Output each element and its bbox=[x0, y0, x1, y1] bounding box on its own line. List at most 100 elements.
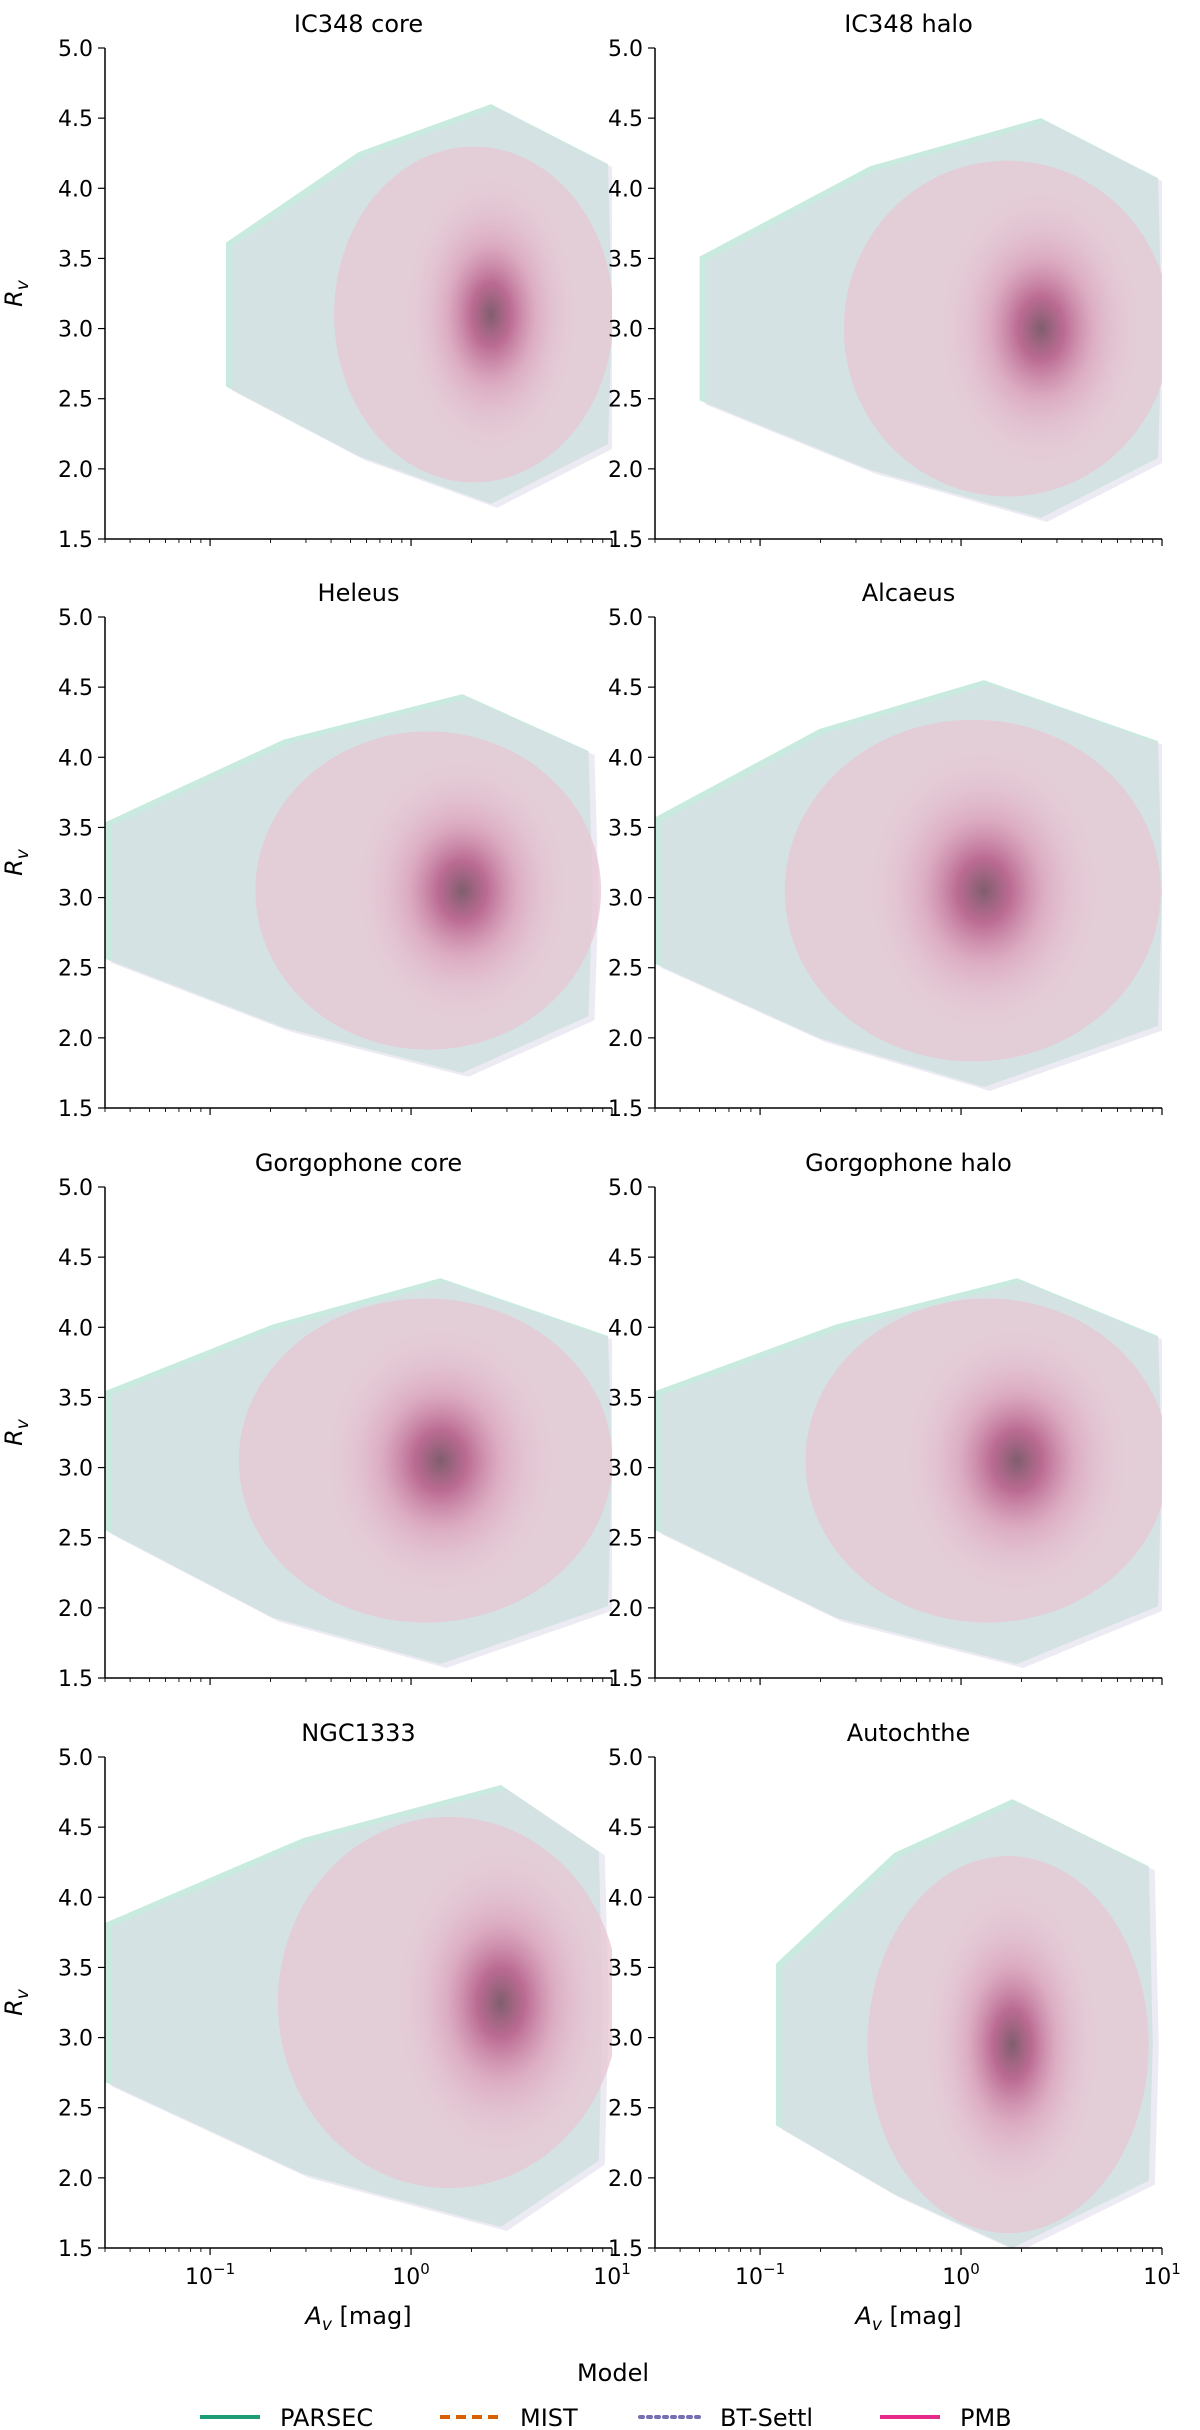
y-tick-label: 4.0 bbox=[608, 1316, 643, 1341]
y-tick-label: 3.5 bbox=[608, 816, 643, 841]
legend: Model PARSEC MIST BT-Settl PMB bbox=[200, 2359, 1012, 2430]
legend-label: PARSEC bbox=[280, 2404, 373, 2430]
panel-title: Gorgophone core bbox=[255, 1149, 462, 1177]
legend-label: PMB bbox=[960, 2404, 1012, 2430]
y-tick-label: 4.0 bbox=[608, 746, 643, 771]
y-axis-label: Rv bbox=[0, 1418, 33, 1446]
heatmap-4 bbox=[655, 680, 1162, 1091]
y-tick-label: 2.5 bbox=[608, 388, 643, 413]
y-tick-label: 2.0 bbox=[608, 1597, 643, 1622]
y-tick-label: 2.5 bbox=[58, 388, 93, 413]
y-axis-label: Rv bbox=[0, 1988, 33, 2016]
density-peak bbox=[351, 754, 573, 1027]
y-tick-label: 3.5 bbox=[608, 247, 643, 272]
y-tick-label: 5.0 bbox=[58, 37, 93, 62]
y-tick-label: 2.5 bbox=[608, 2097, 643, 2122]
heatmap-8 bbox=[775, 1799, 1159, 2248]
y-tick-label: 2.0 bbox=[58, 1597, 93, 1622]
density-peak bbox=[391, 1843, 611, 2162]
y-tick-label: 5.0 bbox=[58, 1176, 93, 1201]
y-tick-label: 5.0 bbox=[58, 1746, 93, 1771]
y-tick-label: 4.0 bbox=[58, 177, 93, 202]
y-tick-label: 1.5 bbox=[58, 2237, 93, 2262]
y-tick-label: 2.5 bbox=[58, 2097, 93, 2122]
y-tick-label: 4.5 bbox=[58, 1816, 93, 1841]
y-tick-label: 5.0 bbox=[58, 606, 93, 631]
y-tick-label: 3.5 bbox=[608, 1956, 643, 1981]
legend-item-btsettl: BT-Settl bbox=[638, 2404, 813, 2430]
y-tick-label: 4.0 bbox=[58, 746, 93, 771]
y-tick-label: 1.5 bbox=[58, 1097, 93, 1122]
panel-title: Alcaeus bbox=[862, 579, 955, 607]
y-tick-label: 3.5 bbox=[58, 247, 93, 272]
legend-item-pmb: PMB bbox=[880, 2404, 1012, 2430]
y-tick-label: 1.5 bbox=[58, 1667, 93, 1692]
y-tick-label: 2.0 bbox=[58, 458, 93, 483]
y-tick-label: 2.0 bbox=[608, 2167, 643, 2192]
y-tick-label: 3.0 bbox=[58, 887, 93, 912]
density-peak bbox=[900, 1321, 1134, 1600]
panel-5: 1.5 2.0 2.5 3.0 3.5 4.0 4.5 5.0 Gorgophone core R… bbox=[0, 1149, 613, 1692]
panel-title: IC348 core bbox=[294, 10, 423, 38]
panel-title: Heleus bbox=[318, 579, 400, 607]
x-tick-label: 101 bbox=[1143, 2260, 1181, 2290]
legend-label: MIST bbox=[520, 2404, 578, 2430]
y-tick-label: 2.0 bbox=[58, 1027, 93, 1052]
y-tick-label: 2.5 bbox=[58, 957, 93, 982]
y-axis-label: Rv bbox=[0, 279, 33, 307]
panel-3: 1.5 2.0 2.5 3.0 3.5 4.0 4.5 5.0 Heleus Rv bbox=[0, 579, 613, 1122]
y-tick-label: 3.5 bbox=[58, 1956, 93, 1981]
y-tick-label: 1.5 bbox=[608, 528, 643, 553]
legend-title: Model bbox=[577, 2359, 649, 2387]
panel-6: 1.5 2.0 2.5 3.0 3.5 4.0 4.5 5.0 Gorgophone halo bbox=[608, 1149, 1163, 1692]
x-tick-label: 10−1 bbox=[735, 2260, 785, 2290]
y-tick-label: 3.0 bbox=[608, 887, 643, 912]
heatmap-2 bbox=[699, 118, 1162, 522]
panel-title: Gorgophone halo bbox=[805, 1149, 1012, 1177]
panel-title: Autochthe bbox=[847, 1719, 971, 1747]
x-tick-label: 10−1 bbox=[185, 2260, 235, 2290]
y-tick-label: 4.0 bbox=[58, 1316, 93, 1341]
y-tick-label: 5.0 bbox=[608, 1176, 643, 1201]
y-tick-label: 4.5 bbox=[58, 107, 93, 132]
heatmap-7 bbox=[105, 1785, 612, 2231]
y-tick-label: 1.5 bbox=[58, 528, 93, 553]
y-tick-label: 2.0 bbox=[608, 458, 643, 483]
y-tick-label: 5.0 bbox=[608, 606, 643, 631]
panel-1: 1.5 2.0 2.5 3.0 3.5 4.0 4.5 5.0 IC348 core Rv bbox=[0, 10, 613, 553]
y-tick-label: 5.0 bbox=[608, 37, 643, 62]
density-peak bbox=[922, 1882, 1103, 2207]
density-peak bbox=[936, 184, 1146, 473]
heatmap-3 bbox=[105, 694, 602, 1077]
y-axis-label: Rv bbox=[0, 848, 33, 876]
y-tick-label: 4.5 bbox=[58, 1246, 93, 1271]
y-tick-label: 1.5 bbox=[608, 2237, 643, 2262]
y-tick-label: 3.0 bbox=[608, 318, 643, 343]
y-tick-label: 3.5 bbox=[608, 1386, 643, 1411]
y-tick-label: 3.0 bbox=[608, 1457, 643, 1482]
density-peak bbox=[863, 744, 1105, 1038]
legend-item-parsec: PARSEC bbox=[200, 2404, 373, 2430]
y-tick-label: 3.0 bbox=[608, 2027, 643, 2052]
y-tick-label: 3.0 bbox=[58, 318, 93, 343]
y-tick-label: 4.5 bbox=[608, 107, 643, 132]
y-tick-label: 3.5 bbox=[58, 816, 93, 841]
y-tick-label: 4.5 bbox=[608, 1246, 643, 1271]
y-tick-label: 2.5 bbox=[58, 1527, 93, 1552]
y-tick-label: 4.5 bbox=[58, 676, 93, 701]
y-tick-label: 2.5 bbox=[608, 957, 643, 982]
y-tick-label: 3.5 bbox=[58, 1386, 93, 1411]
y-tick-label: 5.0 bbox=[608, 1746, 643, 1771]
y-tick-label: 3.0 bbox=[58, 1457, 93, 1482]
panel-7: 1.5 2.0 2.5 3.0 3.5 4.0 4.5 5.0 NGC1333 Rv 10−1 100… bbox=[0, 1719, 631, 2335]
x-tick-label: 100 bbox=[942, 2260, 980, 2290]
y-tick-label: 2.0 bbox=[58, 2167, 93, 2192]
legend-item-mist: MIST bbox=[440, 2404, 578, 2430]
panel-title: NGC1333 bbox=[301, 1719, 415, 1747]
heatmap-1 bbox=[225, 104, 612, 508]
y-tick-label: 2.0 bbox=[608, 1027, 643, 1052]
heatmap-6 bbox=[655, 1278, 1162, 1668]
x-axis-label: Av [mag] bbox=[853, 2302, 961, 2335]
panel-2: 1.5 2.0 2.5 3.0 3.5 4.0 4.5 5.0 IC348 halo bbox=[608, 10, 1163, 553]
